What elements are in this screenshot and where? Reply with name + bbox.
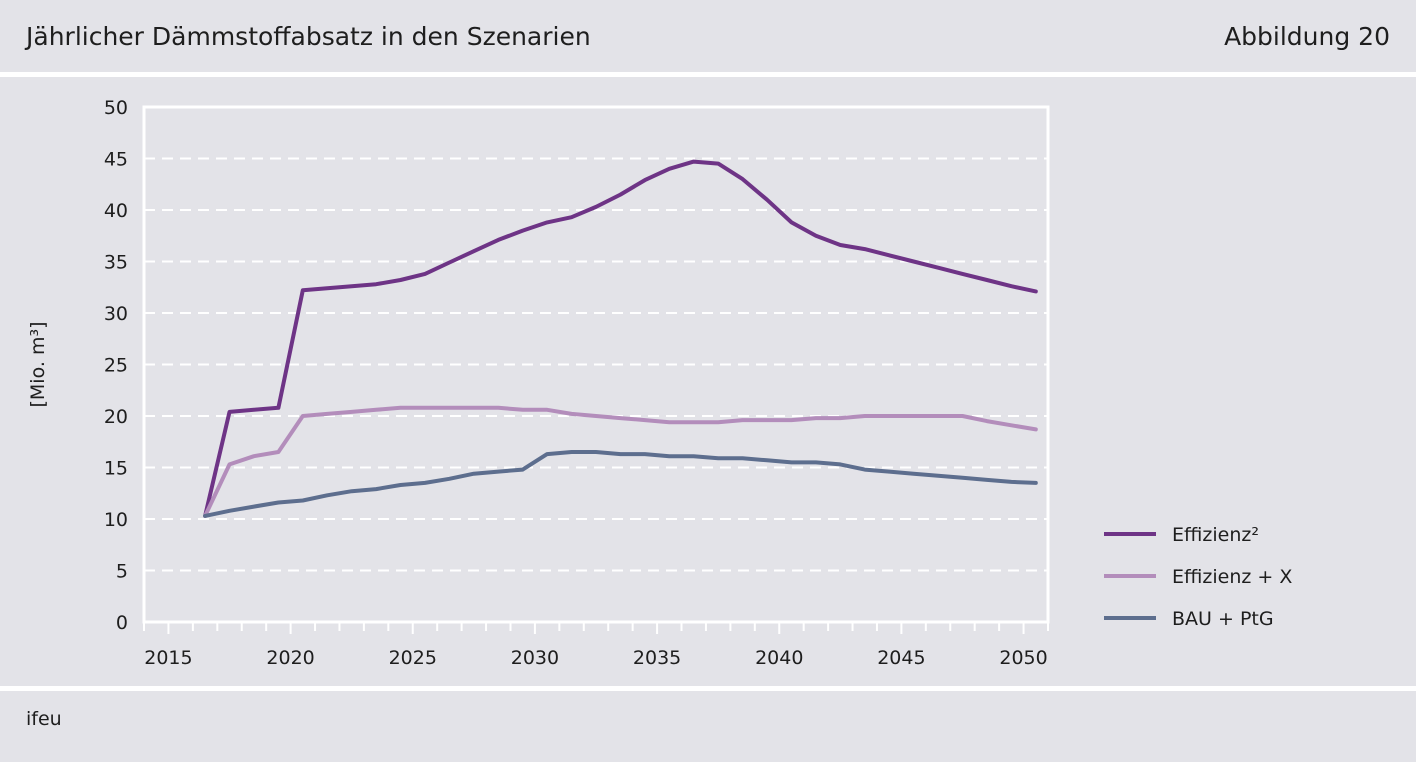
- x-tick-label: 2050: [999, 647, 1047, 669]
- y-tick-label: 40: [104, 200, 128, 222]
- chart-title: Jährlicher Dämmstoffabsatz in den Szenar…: [26, 22, 591, 51]
- header-bar: Jährlicher Dämmstoffabsatz in den Szenar…: [0, 0, 1416, 72]
- footer-bar: ifeu: [0, 691, 1416, 762]
- x-tick-label: 2025: [389, 647, 437, 669]
- y-tick-label: 5: [116, 561, 128, 583]
- legend-label: Effizienz + X: [1172, 566, 1292, 588]
- y-tick-label: 20: [104, 406, 128, 428]
- y-tick-label: 10: [104, 509, 128, 531]
- x-tick-label: 2035: [633, 647, 681, 669]
- legend-label: Effizienz²: [1172, 524, 1259, 546]
- y-tick-label: 15: [104, 458, 128, 480]
- y-tick-label: 25: [104, 355, 128, 377]
- x-tick-label: 2040: [755, 647, 803, 669]
- bottom-divider: [0, 686, 1416, 691]
- source-label: ifeu: [26, 708, 62, 730]
- top-divider: [0, 72, 1416, 77]
- chart-area: 0 5 10 15 20 25 30 35 40 45 50 2015 2020 2025 2030 2035…: [0, 77, 1416, 686]
- x-tick-label: 2045: [877, 647, 925, 669]
- y-tick-label: 0: [116, 612, 128, 634]
- series-line-0: [203, 159, 1038, 518]
- series-line-1: [203, 405, 1038, 518]
- y-tick-label: 50: [104, 97, 128, 119]
- y-tick-label: 35: [104, 252, 128, 274]
- y-tick-label: 45: [104, 149, 128, 171]
- legend-label: BAU + PtG: [1172, 608, 1274, 630]
- x-tick-label: 2015: [144, 647, 192, 669]
- y-tick-label: 30: [104, 303, 128, 325]
- x-tick-label: 2020: [266, 647, 314, 669]
- x-tick-label: 2030: [511, 647, 559, 669]
- y-axis-label: [Mio. m³]: [27, 322, 49, 408]
- figure-label: Abbildung 20: [1224, 22, 1390, 51]
- series-line-2: [203, 450, 1038, 518]
